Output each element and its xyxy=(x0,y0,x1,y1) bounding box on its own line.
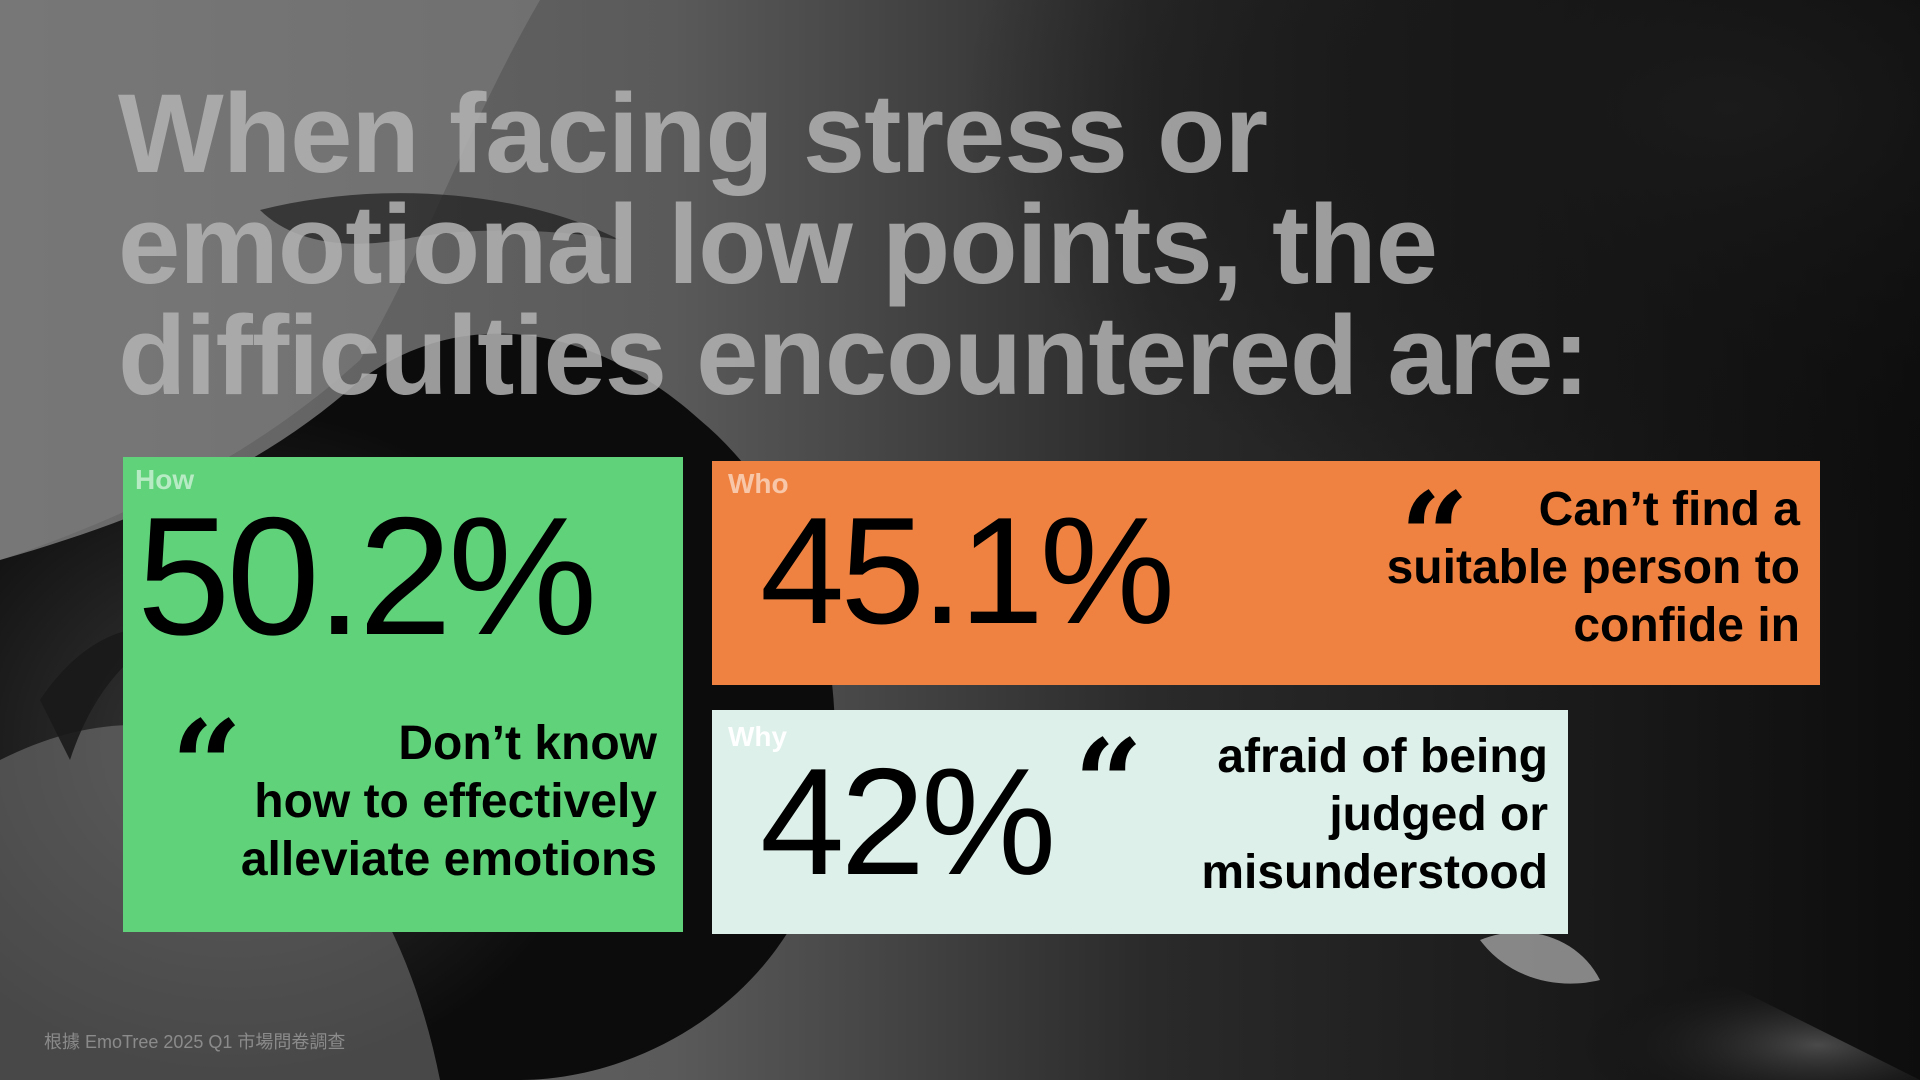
stat-card-why: Why 42% “ afraid of being judged or misu… xyxy=(712,710,1568,934)
title-line: emotional low points, the xyxy=(118,182,1438,307)
quote-line: afraid of being xyxy=(1217,730,1548,783)
page-title: When facing stress or emotional low poin… xyxy=(118,71,1818,418)
card-tag: Who xyxy=(728,468,789,499)
quote-line: judged or xyxy=(1329,788,1548,841)
quote-line: suitable person to xyxy=(1386,541,1800,594)
quote-line: confide in xyxy=(1573,599,1800,652)
source-footnote: 根據 EmoTree 2025 Q1 市場問卷調查 xyxy=(44,1032,346,1052)
quote-text: afraid of being judged or misunderstood xyxy=(1201,728,1548,902)
stat-percentage: 42% xyxy=(760,737,1056,907)
stat-percentage: 45.1% xyxy=(760,486,1175,656)
title-line: difficulties encountered are: xyxy=(118,293,1590,418)
card-tag: Why xyxy=(728,721,788,752)
quote-line: how to effectively xyxy=(254,775,657,828)
quote-text: Can’t find a suitable person to confide … xyxy=(1387,481,1800,655)
quote-text: Don’t know how to effectively alleviate … xyxy=(241,715,657,889)
quote-line: misunderstood xyxy=(1201,846,1548,899)
card-tag: How xyxy=(135,464,195,495)
stat-card-who: Who 45.1% “ Can’t find a suitable person… xyxy=(712,461,1820,685)
stat-percentage: 50.2% xyxy=(137,482,597,670)
title-line: When facing stress or xyxy=(118,71,1268,196)
quote-line: Don’t know xyxy=(398,717,657,770)
quote-line: alleviate emotions xyxy=(240,833,657,886)
quote-icon: “ xyxy=(1074,713,1144,854)
quote-icon: “ xyxy=(1400,466,1470,607)
quote-line: Can’t find a xyxy=(1538,483,1800,536)
quote-icon: “ xyxy=(171,694,243,839)
stat-card-how: How 50.2% “ Don’t know how to effectivel… xyxy=(123,457,683,932)
